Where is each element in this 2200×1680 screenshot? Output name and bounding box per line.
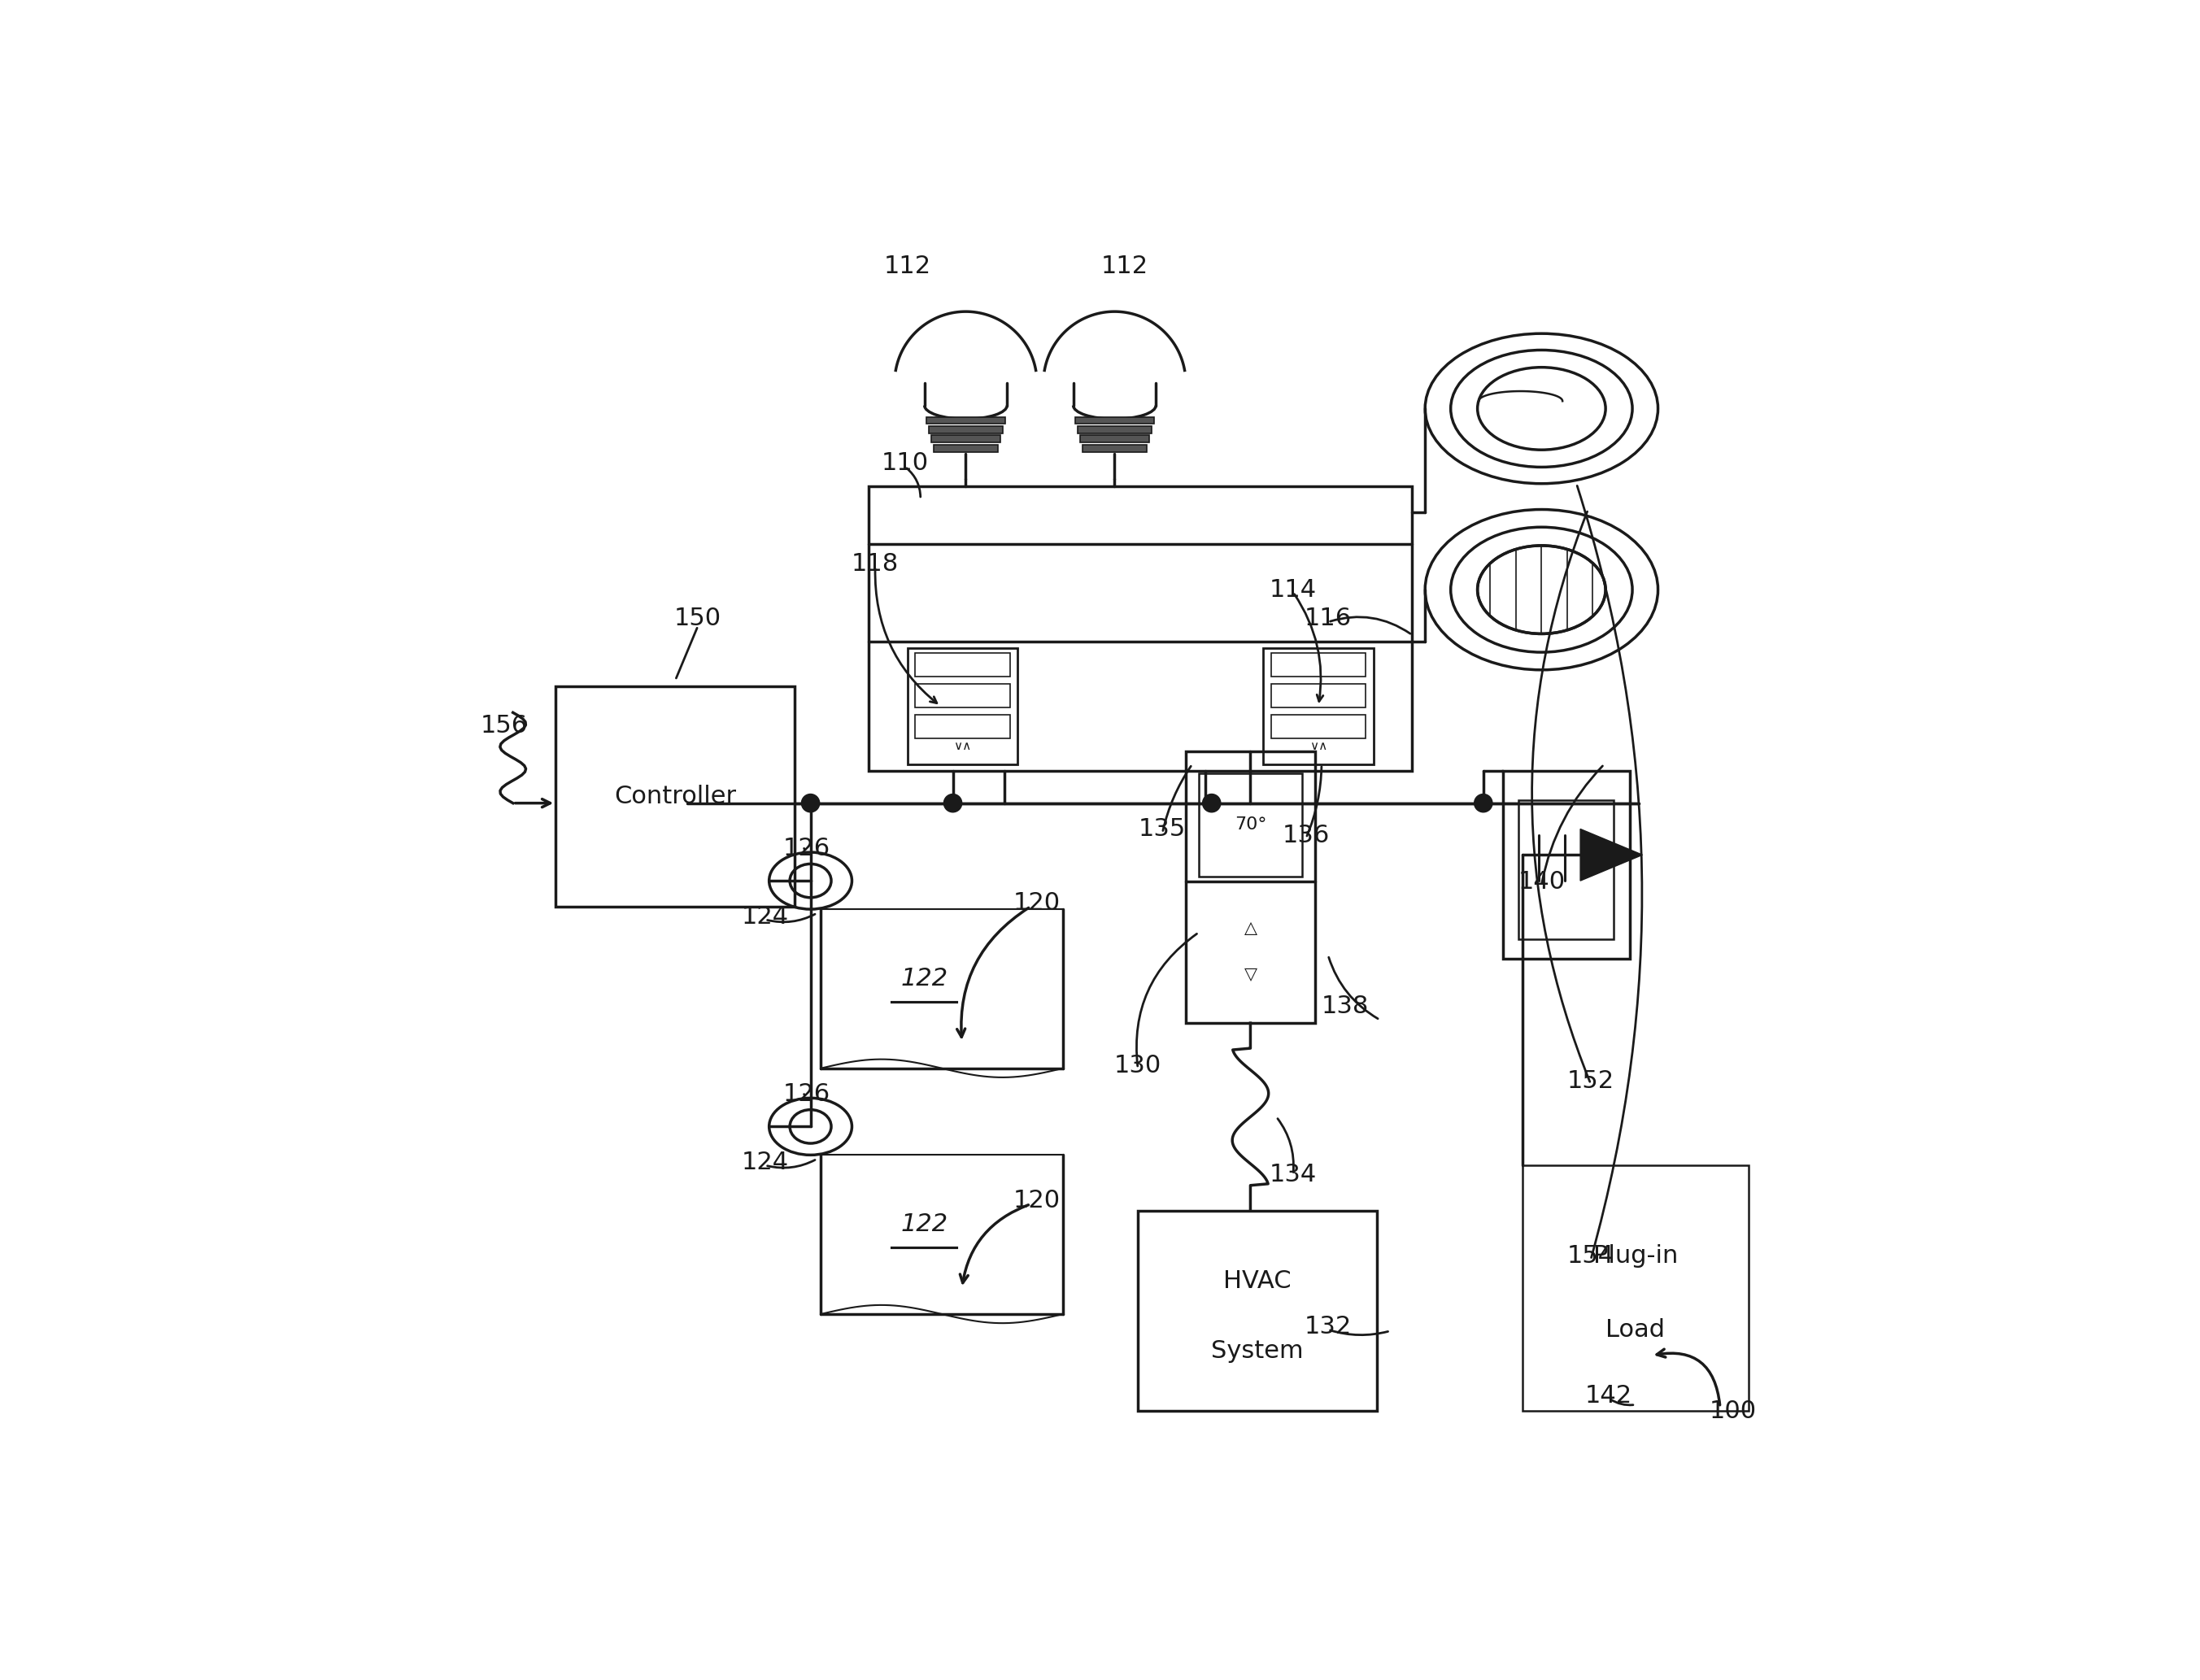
Polygon shape [1580, 828, 1643, 880]
Bar [1076, 417, 1153, 423]
Text: 138: 138 [1322, 995, 1368, 1018]
Bar [909, 648, 1019, 764]
Bar [1263, 648, 1373, 764]
Text: 134: 134 [1269, 1163, 1318, 1186]
Bar [926, 417, 1005, 423]
Bar [928, 427, 1003, 433]
Text: 132: 132 [1305, 1315, 1351, 1339]
Circle shape [1474, 795, 1492, 811]
Circle shape [944, 795, 961, 811]
Bar [1078, 427, 1151, 433]
Bar [1272, 684, 1366, 707]
Text: Load: Load [1606, 1319, 1665, 1342]
Text: 100: 100 [1709, 1399, 1756, 1423]
Text: 135: 135 [1140, 816, 1186, 840]
Bar [933, 445, 999, 452]
Bar [1082, 445, 1146, 452]
Text: 110: 110 [882, 452, 928, 475]
Text: 124: 124 [741, 906, 790, 929]
Bar [1199, 773, 1302, 877]
Bar [1503, 771, 1630, 958]
Text: △: △ [1243, 921, 1256, 936]
Text: ∨∧: ∨∧ [953, 741, 972, 753]
Bar [557, 687, 794, 907]
Bar [915, 684, 1010, 707]
Text: ∨∧: ∨∧ [1309, 741, 1327, 753]
Text: 124: 124 [741, 1151, 790, 1174]
Bar [1080, 435, 1148, 442]
Text: 116: 116 [1305, 606, 1351, 630]
Text: 156: 156 [480, 714, 528, 738]
Text: 122: 122 [900, 966, 948, 990]
Bar [1522, 1166, 1749, 1411]
Text: 150: 150 [675, 606, 722, 630]
Text: 136: 136 [1283, 823, 1329, 847]
Text: 126: 126 [783, 1082, 829, 1105]
Text: 112: 112 [884, 254, 931, 279]
Text: 112: 112 [1102, 254, 1148, 279]
Bar [1272, 716, 1366, 739]
Bar [915, 716, 1010, 739]
Circle shape [1203, 795, 1221, 811]
Text: 142: 142 [1586, 1384, 1632, 1408]
Text: 122: 122 [900, 1213, 948, 1236]
Text: 130: 130 [1113, 1053, 1162, 1077]
Text: 126: 126 [783, 837, 829, 860]
Text: 120: 120 [1014, 890, 1060, 914]
Text: System: System [1212, 1339, 1305, 1362]
Text: 120: 120 [1014, 1188, 1060, 1211]
Bar [1518, 801, 1615, 939]
Text: 70°: 70° [1234, 816, 1267, 833]
Text: ▽: ▽ [1243, 966, 1256, 983]
Text: Controller: Controller [614, 785, 737, 808]
Bar [869, 486, 1412, 771]
Text: HVAC: HVAC [1223, 1268, 1291, 1292]
Bar [1272, 654, 1366, 677]
Text: 154: 154 [1566, 1245, 1615, 1268]
Text: 118: 118 [851, 553, 900, 576]
Text: Plug-in: Plug-in [1593, 1245, 1679, 1268]
Circle shape [801, 795, 821, 811]
Bar [1186, 751, 1316, 1023]
Text: 114: 114 [1269, 578, 1318, 601]
Bar [915, 654, 1010, 677]
Bar [1137, 1211, 1377, 1411]
Text: 152: 152 [1566, 1070, 1615, 1094]
Bar [931, 435, 1001, 442]
Text: 140: 140 [1518, 870, 1564, 894]
